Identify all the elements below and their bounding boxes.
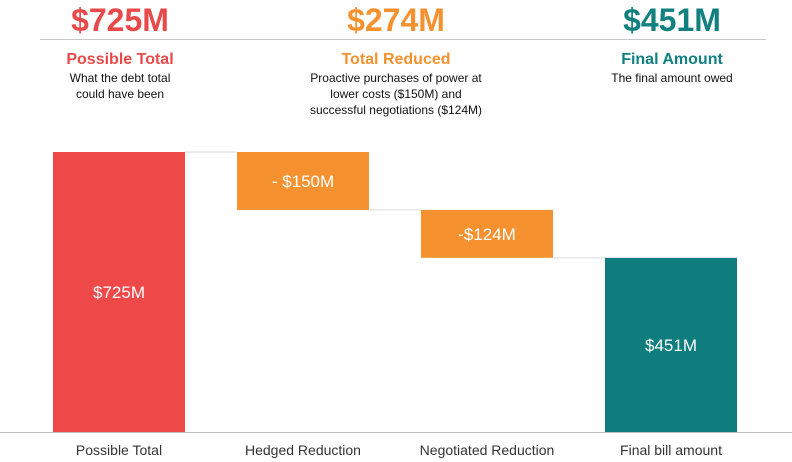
stat-final-amount: $451M	[572, 2, 772, 38]
stat-total-reduced-caption: Total Reduced Proactive purchases of pow…	[266, 50, 526, 118]
stat-value: $274M	[347, 2, 445, 38]
stat-desc-line: The final amount owed	[611, 71, 733, 85]
stat-desc-line: lower costs ($150M) and	[330, 87, 462, 101]
stat-value: $451M	[623, 2, 721, 38]
bar-value-label: - $150M	[272, 172, 334, 191]
bar-0	[53, 152, 185, 432]
stat-label: Possible Total	[66, 51, 174, 68]
stat-value: $725M	[71, 2, 169, 38]
bar-3	[605, 257, 737, 432]
bar-2	[421, 209, 553, 258]
bar-value-label: $725M	[93, 283, 145, 302]
stat-desc-line: Proactive purchases of power at	[310, 71, 482, 85]
bar-value-label: -$124M	[458, 225, 516, 244]
category-label: Possible Total	[76, 442, 162, 458]
stat-label: Total Reduced	[341, 51, 451, 68]
stat-desc-line: What the debt total	[69, 71, 171, 85]
stat-label: Final Amount	[621, 51, 723, 68]
stat-total-reduced: $274M	[296, 2, 496, 38]
bar-value-label: $451M	[645, 336, 697, 355]
stat-desc-line: could have been	[75, 87, 165, 101]
stat-possible-total-caption: Possible Total What the debt total could…	[20, 50, 220, 102]
category-label: Negotiated Reduction	[420, 442, 555, 458]
bar-1	[237, 152, 369, 210]
stat-possible-total: $725M	[20, 2, 220, 38]
category-label: Final bill amount	[620, 442, 722, 458]
stat-desc-line: successful negotiations ($124M)	[309, 103, 483, 117]
header-divider	[40, 39, 766, 40]
category-label: Hedged Reduction	[245, 442, 361, 458]
stat-final-amount-caption: Final Amount The final amount owed	[572, 50, 772, 86]
